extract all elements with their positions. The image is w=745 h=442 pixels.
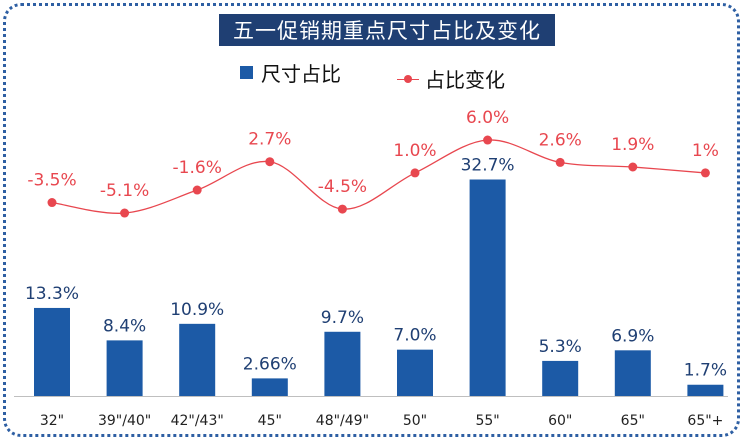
bar	[614, 350, 651, 396]
bar-data-label: 2.66%	[243, 354, 297, 374]
x-tick-label: 65"	[621, 413, 645, 429]
x-tick-label: 65"+	[687, 413, 723, 429]
x-tick-label: 60"	[548, 413, 572, 429]
x-tick-label: 32"	[40, 413, 64, 429]
bar-data-label: 1.7%	[684, 361, 727, 381]
x-tick-label: 42"/43"	[171, 413, 224, 429]
bar	[469, 179, 506, 396]
line-data-label: 2.6%	[539, 130, 582, 150]
x-tick-label: 55"	[475, 413, 499, 429]
legend-label-bar-series: 尺寸占比	[261, 62, 341, 86]
chart-title-bar: 五一促销期重点尺寸占比及变化	[219, 14, 555, 46]
bar	[106, 340, 143, 396]
x-tick-label: 48"/49"	[316, 413, 369, 429]
bar-data-label: 32.7%	[461, 156, 515, 176]
line-data-label: 6.0%	[466, 108, 509, 128]
line-point	[120, 208, 130, 218]
bar-data-label: 6.9%	[611, 326, 654, 346]
bar	[251, 378, 288, 396]
line-point	[410, 168, 420, 178]
bar	[397, 349, 433, 396]
bar	[34, 307, 70, 396]
bar-data-label: 5.3%	[539, 337, 582, 357]
bar	[542, 360, 579, 396]
line-point	[483, 135, 493, 145]
line-data-label: 1%	[692, 141, 719, 161]
line-data-label: -3.5%	[27, 171, 76, 191]
bar-data-label: 10.9%	[170, 300, 224, 320]
line-data-label: 1.0%	[393, 141, 436, 161]
line-data-label: -1.6%	[173, 158, 222, 178]
line-series-path	[51, 139, 706, 214]
bar-data-label: 9.7%	[321, 308, 364, 328]
x-tick-label: 50"	[403, 413, 427, 429]
legend-swatch-bar	[240, 66, 253, 79]
legend-item-bar-series: 尺寸占比	[240, 58, 341, 87]
legend-swatch-line	[397, 72, 419, 86]
legend-label-line-series: 占比变化	[425, 68, 505, 92]
line-point	[337, 204, 347, 214]
line-point	[700, 168, 710, 178]
bar-data-label: 8.4%	[103, 316, 146, 336]
line-point	[628, 162, 638, 172]
line-point	[265, 157, 275, 167]
line-data-label: 2.7%	[248, 130, 291, 150]
line-point	[555, 157, 565, 167]
bar	[687, 384, 724, 396]
bar-data-label: 7.0%	[393, 326, 436, 346]
bar	[324, 331, 361, 396]
chart-frame	[3, 3, 740, 437]
line-point	[192, 185, 202, 195]
x-tick-label: 45"	[258, 413, 282, 429]
line-data-label: -5.1%	[100, 181, 149, 201]
legend-item-line-series: 占比变化	[397, 64, 505, 93]
bar	[179, 323, 216, 396]
line-data-label: 1.9%	[611, 135, 654, 155]
x-tick-label: 39"/40"	[98, 413, 151, 429]
bar-data-label: 13.3%	[25, 284, 79, 304]
line-data-label: -4.5%	[318, 177, 367, 197]
chart-title: 五一促销期重点尺寸占比及变化	[233, 19, 541, 43]
line-point	[47, 198, 57, 208]
